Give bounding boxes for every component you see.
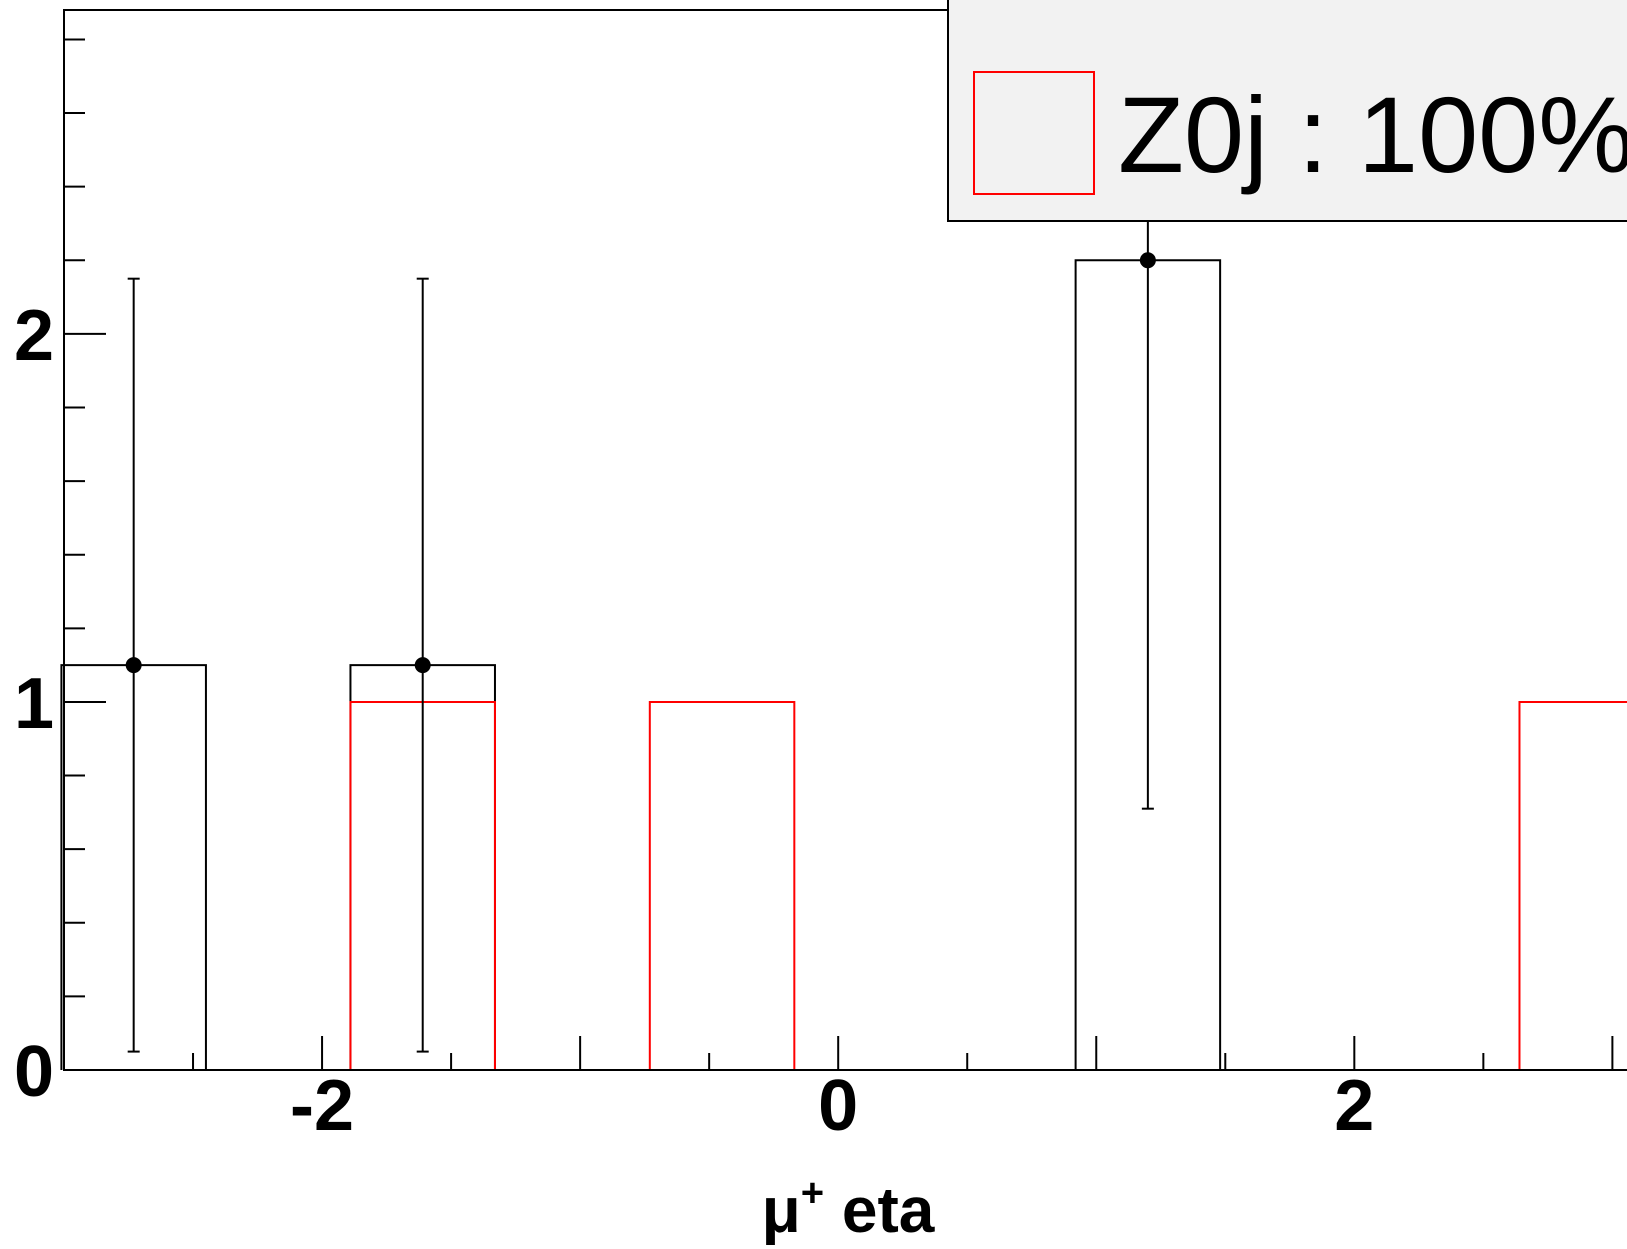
x-tick-label-2: 2 — [1334, 1066, 1374, 1146]
data-points — [125, 252, 1156, 674]
x-tick-label-0: -2 — [290, 1066, 354, 1146]
legend-label-z0j: Z0j : 100% — [1118, 74, 1627, 195]
data-point-0 — [125, 657, 142, 674]
y-axis-ticks: 0 1 2 — [14, 38, 106, 1112]
x-axis-title-base: μ — [762, 1174, 801, 1246]
bar-z0j-2 — [1518, 700, 1627, 1070]
x-tick-label-1: 0 — [818, 1066, 858, 1146]
legend-box — [947, 0, 1627, 222]
y-tick-label-0: 0 — [14, 1032, 54, 1112]
plot-frame — [63, 9, 1627, 1071]
x-axis-title: μ+ eta — [762, 1171, 935, 1246]
histogram-bars — [60, 259, 1627, 1070]
x-axis-ticks: -2 0 2 — [192, 1036, 1614, 1146]
y-tick-label-2: 2 — [14, 296, 54, 376]
x-axis-title-sup: + — [801, 1171, 824, 1215]
x-axis-title-rest: eta — [824, 1174, 935, 1246]
data-point-2 — [1139, 252, 1156, 269]
data-point-1 — [414, 657, 431, 674]
legend-swatch-z0j — [973, 71, 1095, 195]
legend: Z0j : 100% — [947, 0, 1627, 222]
y-tick-label-1: 1 — [14, 664, 54, 744]
bar-z0j-1 — [648, 700, 796, 1070]
